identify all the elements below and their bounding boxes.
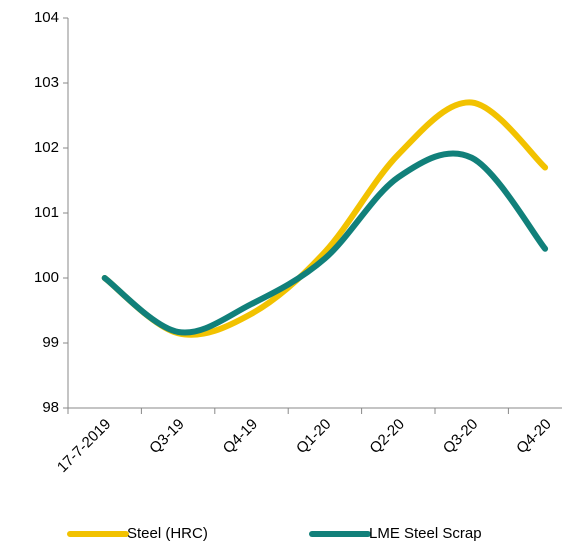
- y-tick-label: 103: [34, 74, 59, 91]
- x-tick-label: Q1-20: [293, 416, 335, 458]
- line: [101, 99, 549, 338]
- legend-label: LME Steel Scrap: [369, 525, 482, 542]
- y-tick-label: 99: [42, 334, 59, 351]
- x-tick-label: Q4-19: [220, 416, 262, 458]
- y-tick-label: 104: [34, 9, 59, 26]
- y-tick-label: 101: [34, 204, 59, 221]
- y-tick-label: 100: [34, 269, 59, 286]
- y-tick-label: 102: [34, 139, 59, 156]
- x-tick-label: Q2-20: [366, 416, 408, 458]
- legend-label: Steel (HRC): [127, 525, 208, 542]
- x-tick-label: Q4-20: [513, 416, 555, 458]
- y-tick-label: 98: [42, 399, 59, 416]
- line: [101, 150, 549, 336]
- x-tick-label: Q3-20: [440, 416, 482, 458]
- x-tick-label: 17-7-2019: [54, 416, 114, 476]
- x-tick-label: Q3-19: [146, 416, 188, 458]
